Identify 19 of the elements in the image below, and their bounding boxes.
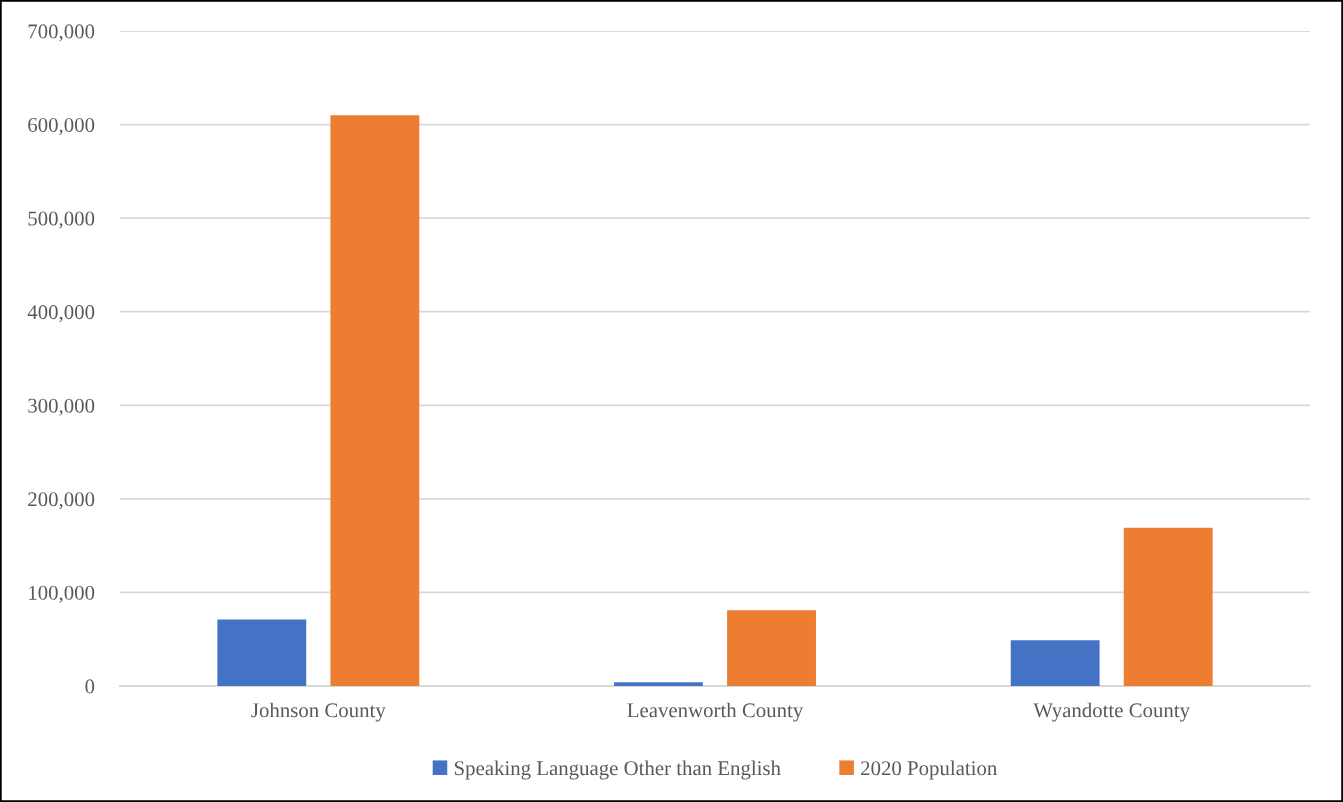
y-tick-label: 300,000 — [28, 398, 95, 416]
y-tick-label: 600,000 — [28, 117, 95, 135]
y-tick-label: 200,000 — [28, 492, 95, 510]
bar — [1010, 640, 1100, 686]
bar — [330, 115, 420, 686]
bar — [727, 610, 816, 686]
x-tick-label: Leavenworth County — [627, 702, 804, 722]
bar — [1123, 527, 1213, 686]
y-tick-label: 700,000 — [28, 24, 95, 42]
y-tick-label: 100,000 — [29, 585, 95, 603]
y-tick-label: 500,000 — [28, 211, 95, 229]
y-tick-label: 400,000 — [27, 305, 95, 323]
bar — [217, 619, 307, 686]
legend-label: 2020 Population — [861, 760, 997, 780]
bar — [614, 682, 703, 686]
x-tick-label: Wyandotte County — [1033, 702, 1190, 722]
legend-label: Speaking Language Other than English — [454, 760, 781, 780]
x-tick-label: Johnson County — [251, 702, 386, 722]
y-tick-label: 0 — [85, 679, 95, 694]
